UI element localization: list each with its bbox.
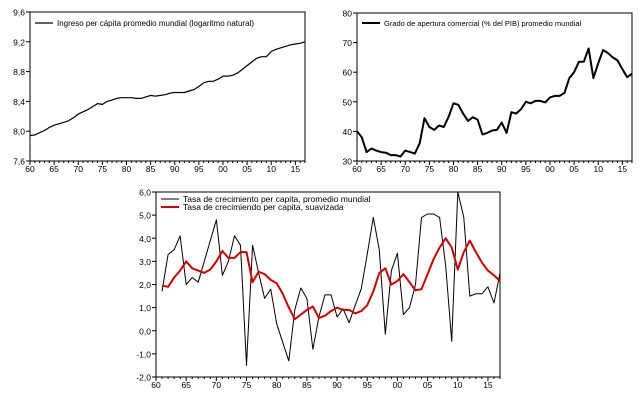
x-tick-label: 10	[266, 164, 276, 174]
x-tick-label: 65	[376, 164, 386, 174]
x-tick-label: 15	[291, 164, 301, 174]
y-tick-label: 9,2	[13, 37, 25, 47]
x-tick-label: 85	[473, 164, 483, 174]
x-tick-label: 75	[98, 164, 108, 174]
series-line-1	[161, 191, 501, 366]
legend-label: Grado de apertura comercial (% del PIB) …	[384, 19, 582, 28]
legend-label: Tasa de crecimiendo per capita, suavizad…	[183, 202, 344, 212]
x-tick-label: 90	[332, 380, 342, 390]
y-tick-label: 6,0	[139, 188, 151, 198]
x-tick-label: 75	[242, 380, 252, 390]
x-tick-label: 95	[194, 164, 204, 174]
x-tick-label: 60	[25, 164, 35, 174]
y-tick-label: 70	[343, 38, 353, 48]
series-line-1	[356, 47, 633, 158]
chart-2: 30 40 50 60 70 80 60 65 70 75 80 85 90 95 00 05 10 15 Grad…	[343, 9, 633, 174]
y-tick-label: 3,0	[139, 257, 151, 267]
y-tick-label: 9,6	[13, 8, 25, 18]
x-tick-label: 10	[593, 164, 603, 174]
plot-frame	[155, 191, 501, 378]
y-tick-label: 4,0	[139, 234, 151, 244]
y-tick-label: 0,0	[139, 326, 151, 336]
x-tick-label: 15	[618, 164, 628, 174]
x-tick-label: 70	[212, 380, 222, 390]
x-tick-label: 80	[449, 164, 459, 174]
x-tick-label: 05	[242, 164, 252, 174]
x-tick-label: 00	[393, 380, 403, 390]
x-tick-label: 80	[122, 164, 132, 174]
y-tick-label: 8,4	[13, 97, 25, 107]
y-tick-label: -1,0	[136, 349, 151, 359]
legend-label: Ingreso per cápita promedio mundial (log…	[57, 19, 254, 28]
series-line-2	[161, 237, 501, 321]
y-tick-label: 5,0	[139, 211, 151, 221]
legend-label: Tasa de crecimiento per capita, promedio…	[183, 194, 371, 204]
x-tick-label: 15	[483, 380, 493, 390]
y-tick-label: 40	[343, 127, 353, 137]
x-tick-label: 00	[218, 164, 228, 174]
x-tick-label: 85	[146, 164, 156, 174]
x-tick-label: 85	[302, 380, 312, 390]
y-tick-label: 1,0	[139, 303, 151, 313]
x-tick-label: 65	[49, 164, 59, 174]
y-tick-label: 2,0	[139, 280, 151, 290]
x-tick-label: 05	[569, 164, 579, 174]
x-tick-label: 95	[521, 164, 531, 174]
x-tick-label: 80	[272, 380, 282, 390]
y-tick-label: 50	[343, 97, 353, 107]
x-tick-label: 05	[423, 380, 433, 390]
x-tick-label: 60	[352, 164, 362, 174]
chart-1: 7,6 8,0 8,4 8,8 9,2 9,6 60 65 70 75 80 85 90 95 00 05 10…	[13, 8, 306, 174]
x-tick-label: 10	[453, 380, 463, 390]
y-tick-label: 60	[343, 68, 353, 78]
x-tick-label: 70	[74, 164, 84, 174]
x-tick-label: 95	[362, 380, 372, 390]
y-tick-label: -2,0	[136, 373, 151, 383]
plot-frame	[29, 11, 306, 162]
series-line-1	[29, 41, 306, 137]
x-tick-label: 65	[181, 380, 191, 390]
y-tick-label: 8,8	[13, 67, 25, 77]
x-tick-label: 75	[425, 164, 435, 174]
x-tick-label: 90	[497, 164, 507, 174]
y-tick-label: 8,0	[13, 127, 25, 137]
plot-frame	[356, 12, 633, 162]
x-tick-label: 00	[545, 164, 555, 174]
y-tick-label: 7,6	[13, 157, 25, 167]
y-tick-label: 80	[343, 9, 353, 19]
chart-3: -2,0 -1,0 0,0 1,0 2,0 3,0 4,0 5,0 6,0 60 65 70 75 80 8…	[136, 188, 501, 390]
y-tick-label: 30	[343, 157, 353, 167]
x-tick-label: 70	[401, 164, 411, 174]
x-tick-label: 60	[151, 380, 161, 390]
x-tick-label: 90	[170, 164, 180, 174]
